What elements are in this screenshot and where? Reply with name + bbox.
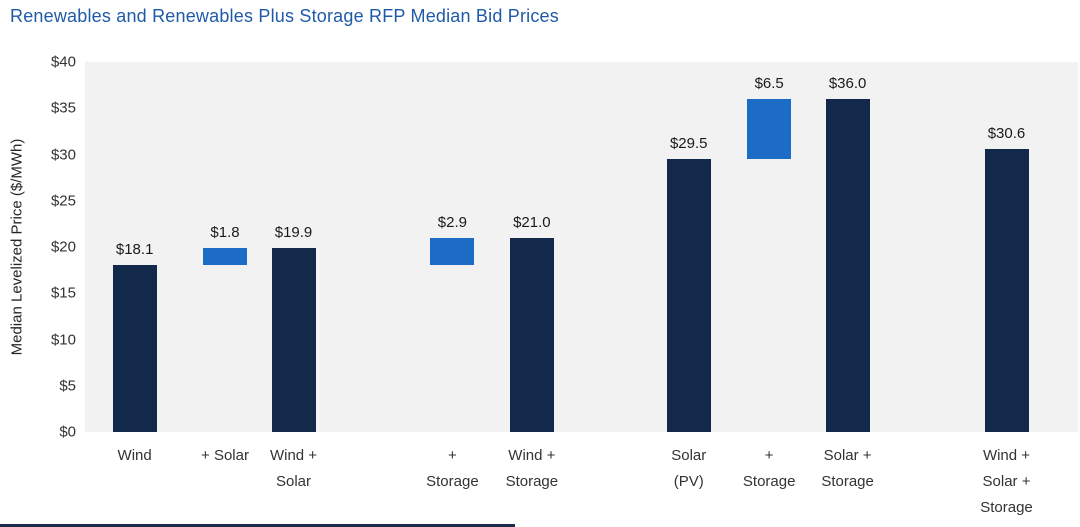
bar-6-storage (747, 99, 792, 160)
x-axis-label: Solar (PV) (671, 447, 707, 490)
y-tick-label: $30 (50, 146, 76, 163)
bar-7-solar-storage (825, 99, 870, 432)
y-tick-label: $35 (50, 99, 76, 117)
bar-4-wind-storage (509, 237, 554, 432)
y-tick-label: $0 (59, 423, 76, 441)
chart-title: Renewables and Renewables Plus Storage R… (10, 6, 559, 26)
x-axis-label: + Solar (201, 447, 249, 464)
bar-5-solar-pv (666, 159, 711, 432)
x-axis-label: Wind + Solar (269, 447, 318, 490)
y-tick-label: $10 (50, 331, 76, 348)
bar-value-label: $29.5 (669, 135, 708, 153)
x-axis-labels: Wind + Solar Wind + Solar + Storage Wind + S… (85, 432, 1078, 527)
y-tick-label: $25 (50, 192, 76, 210)
y-tick-label: $5 (59, 377, 76, 395)
x-axis-label: + Storage (426, 447, 479, 490)
bottom-edge-line (0, 524, 515, 527)
y-tick-label: $15 (50, 284, 76, 302)
plot-area: $18.1 $1.8 $19.9 $2.9 $21.0 $29.5 $6.5 $36.0 $30… (85, 62, 1078, 432)
y-tick-label: $20 (50, 238, 76, 256)
bar-value-label: $30.6 (987, 124, 1026, 142)
x-axis-label: Wind + Solar + Storage (980, 447, 1033, 516)
bar-value-label: $6.5 (754, 75, 784, 92)
bar-value-label: $1.8 (210, 223, 240, 241)
x-axis-label: + Storage (742, 447, 796, 490)
x-axis-label: Solar + Storage (821, 447, 874, 490)
bar-value-label: $18.1 (115, 240, 154, 258)
bar-8-wind-solar-storage (984, 148, 1029, 432)
y-tick-label: $40 (50, 53, 76, 71)
bar-3-storage (430, 237, 475, 265)
x-axis-label: Wind (117, 447, 152, 464)
bar-value-label: $36.0 (828, 75, 867, 92)
bar-1-solar (203, 247, 247, 265)
bar-value-label: $2.9 (437, 213, 467, 231)
bar-2-wind-solar (271, 247, 316, 432)
bar-value-label: $21.0 (513, 213, 551, 231)
x-axis-label: Wind + Storage (505, 447, 559, 490)
bar-0-wind (112, 264, 157, 432)
bar-value-label: $19.9 (274, 223, 313, 241)
y-axis-ticks: $0 $5 $10 $15 $20 $25 $30 $35 $40 (0, 54, 76, 441)
